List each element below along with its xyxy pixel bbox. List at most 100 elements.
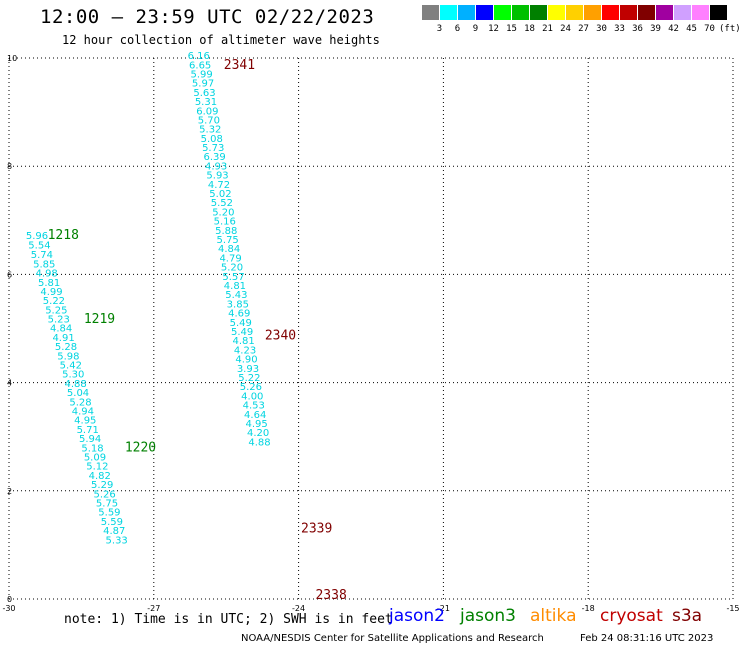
pass-label: 2338: [315, 588, 346, 603]
scale-label: 18: [524, 24, 535, 34]
wave-height-value: 6.39: [204, 152, 226, 163]
scale-label: 33: [614, 24, 625, 34]
wave-height-value: 5.22: [238, 373, 260, 384]
wave-height-value: 4.23: [234, 345, 256, 356]
wave-height-value: 4.84: [218, 244, 240, 255]
wave-height-value: 5.49: [231, 327, 253, 338]
scale-swatch: [458, 5, 475, 20]
wave-height-value: 4.81: [224, 281, 246, 292]
scale-swatch: [692, 5, 709, 20]
scale-swatch: [548, 5, 565, 20]
wave-height-value: 4.88: [248, 437, 270, 448]
scale-label: 42: [668, 24, 679, 34]
wave-height-value: 5.23: [48, 315, 70, 326]
generation-timestamp: Feb 24 08:31:16 UTC 2023: [580, 633, 714, 644]
chart-title: 12:00 – 23:59 UTC 02/22/2023: [40, 6, 375, 28]
scale-swatch: [494, 5, 511, 20]
wave-height-value: 5.94: [79, 434, 101, 445]
mission-s3a: s3a: [672, 606, 703, 626]
pass-label: 2341: [224, 58, 255, 73]
wave-height-value: 5.09: [84, 453, 106, 464]
y-tick-label: 2: [7, 487, 12, 496]
wave-height-value: 5.73: [202, 143, 224, 154]
scale-swatch: [440, 5, 457, 20]
y-tick-label: 10: [7, 54, 17, 63]
wave-height-value: 4.84: [50, 324, 72, 335]
wave-height-value: 5.43: [225, 290, 247, 301]
wave-height-value: 4.69: [228, 309, 250, 320]
wave-height-value: 4.98: [36, 269, 58, 280]
wave-height-value: 5.31: [195, 97, 217, 108]
wave-height-value: 5.70: [198, 115, 220, 126]
scale-label: 15: [506, 24, 517, 34]
mission-jason2: jason2: [389, 606, 445, 626]
wave-height-value: 3.93: [237, 364, 259, 375]
wave-height-value: 4.00: [241, 391, 263, 402]
wave-height-value: 4.87: [103, 526, 125, 537]
wave-height-value: 5.20: [221, 263, 243, 274]
wave-height-value: 5.71: [77, 425, 99, 436]
wave-height-value: 4.88: [65, 379, 87, 390]
wave-height-value: 5.26: [240, 382, 262, 393]
chart-subtitle: 12 hour collection of altimeter wave hei…: [62, 33, 380, 47]
wave-height-value: 5.49: [230, 318, 252, 329]
scale-label: 3: [436, 24, 443, 34]
x-tick-label: -21: [437, 604, 450, 613]
wave-height-value: 4.82: [89, 471, 111, 482]
wave-height-value: 5.75: [96, 498, 118, 509]
x-tick-label: -24: [292, 604, 305, 613]
wave-height-value: 4.99: [40, 287, 62, 298]
y-tick-label: 8: [7, 162, 12, 171]
wave-height-value: 4.53: [243, 401, 265, 412]
scale-label: 24: [560, 24, 571, 34]
wave-height-value: 3.85: [227, 299, 249, 310]
wave-height-value: 4.79: [219, 253, 241, 264]
wave-height-value: 5.59: [98, 508, 120, 519]
wave-height-value: 4.72: [208, 180, 230, 191]
scale-swatch: [584, 5, 601, 20]
x-tick-label: -27: [147, 604, 160, 613]
wave-height-value: 5.32: [199, 125, 221, 136]
scale-label: 30: [596, 24, 607, 34]
scale-label: 21: [542, 24, 553, 34]
mission-cryosat: cryosat: [600, 606, 663, 626]
scale-swatch: [674, 5, 691, 20]
wave-height-value: 5.57: [222, 272, 244, 283]
wave-height-value: 5.93: [206, 171, 228, 182]
scale-swatch: [566, 5, 583, 20]
wave-height-value: 6.09: [196, 106, 218, 117]
wave-height-value: 5.96: [26, 231, 48, 242]
wave-height-value: 5.74: [31, 250, 53, 261]
scale-swatch: [422, 5, 439, 20]
scale-swatch: [476, 5, 493, 20]
scale-swatch: [602, 5, 619, 20]
wave-height-value: 5.63: [193, 88, 215, 99]
wave-height-value: 5.30: [62, 370, 84, 381]
pass-label: 1219: [84, 312, 115, 327]
y-tick-label: 6: [7, 270, 12, 279]
credit-line: NOAA/NESDIS Center for Satellite Applica…: [241, 633, 544, 644]
wave-height-value: 5.42: [60, 361, 82, 372]
wave-height-value: 4.93: [205, 161, 227, 172]
wave-height-value: 4.90: [235, 355, 257, 366]
wave-height-plot: -30 -27 -24 -21 -18 -1502468105.965.545.745.8…: [2, 51, 739, 613]
wave-height-value: 4.20: [247, 428, 269, 439]
wave-height-value: 4.95: [246, 419, 268, 430]
wave-height-value: 5.99: [190, 69, 212, 80]
wave-height-value: 5.59: [101, 517, 123, 528]
wave-height-value: 5.04: [67, 388, 89, 399]
wave-height-value: 5.33: [106, 535, 128, 546]
pass-label: 2340: [265, 328, 296, 343]
wave-height-value: 5.28: [55, 342, 77, 353]
scale-label: (ft): [719, 24, 740, 34]
scale-label: 6: [454, 24, 461, 34]
wave-height-value: 5.54: [28, 240, 50, 251]
wave-height-value: 4.91: [52, 333, 74, 344]
mission-jason3: jason3: [460, 606, 516, 626]
scale-label: 27: [578, 24, 589, 34]
footnote: note: 1) Time is in UTC; 2) SWH is in fe…: [64, 612, 393, 627]
wave-height-value: 4.95: [74, 416, 96, 427]
wave-height-value: 5.26: [93, 489, 115, 500]
wave-height-value: 5.20: [212, 207, 234, 218]
pass-label: 1218: [48, 228, 79, 243]
